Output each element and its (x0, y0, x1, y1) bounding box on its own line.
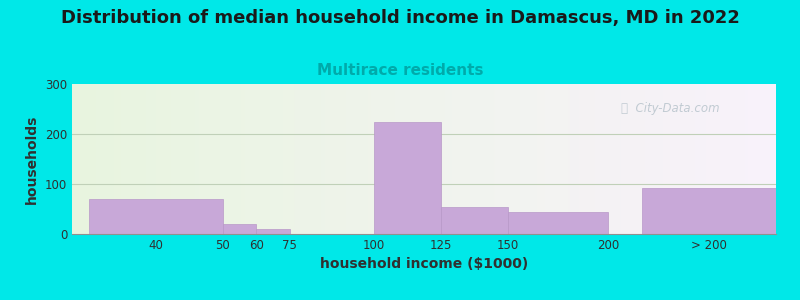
Bar (508, 212, 608, 234)
Bar (256, 229, 290, 234)
Y-axis label: households: households (26, 114, 39, 204)
X-axis label: household income ($1000): household income ($1000) (320, 257, 528, 272)
Text: Distribution of median household income in Damascus, MD in 2022: Distribution of median household income … (61, 9, 739, 27)
Bar (223, 224, 256, 234)
Text: ⓘ  City-Data.com: ⓘ City-Data.com (621, 102, 720, 115)
Bar (642, 188, 776, 234)
Bar (374, 122, 441, 234)
Text: Multirace residents: Multirace residents (317, 63, 483, 78)
Bar (441, 206, 508, 234)
Bar (89, 199, 223, 234)
